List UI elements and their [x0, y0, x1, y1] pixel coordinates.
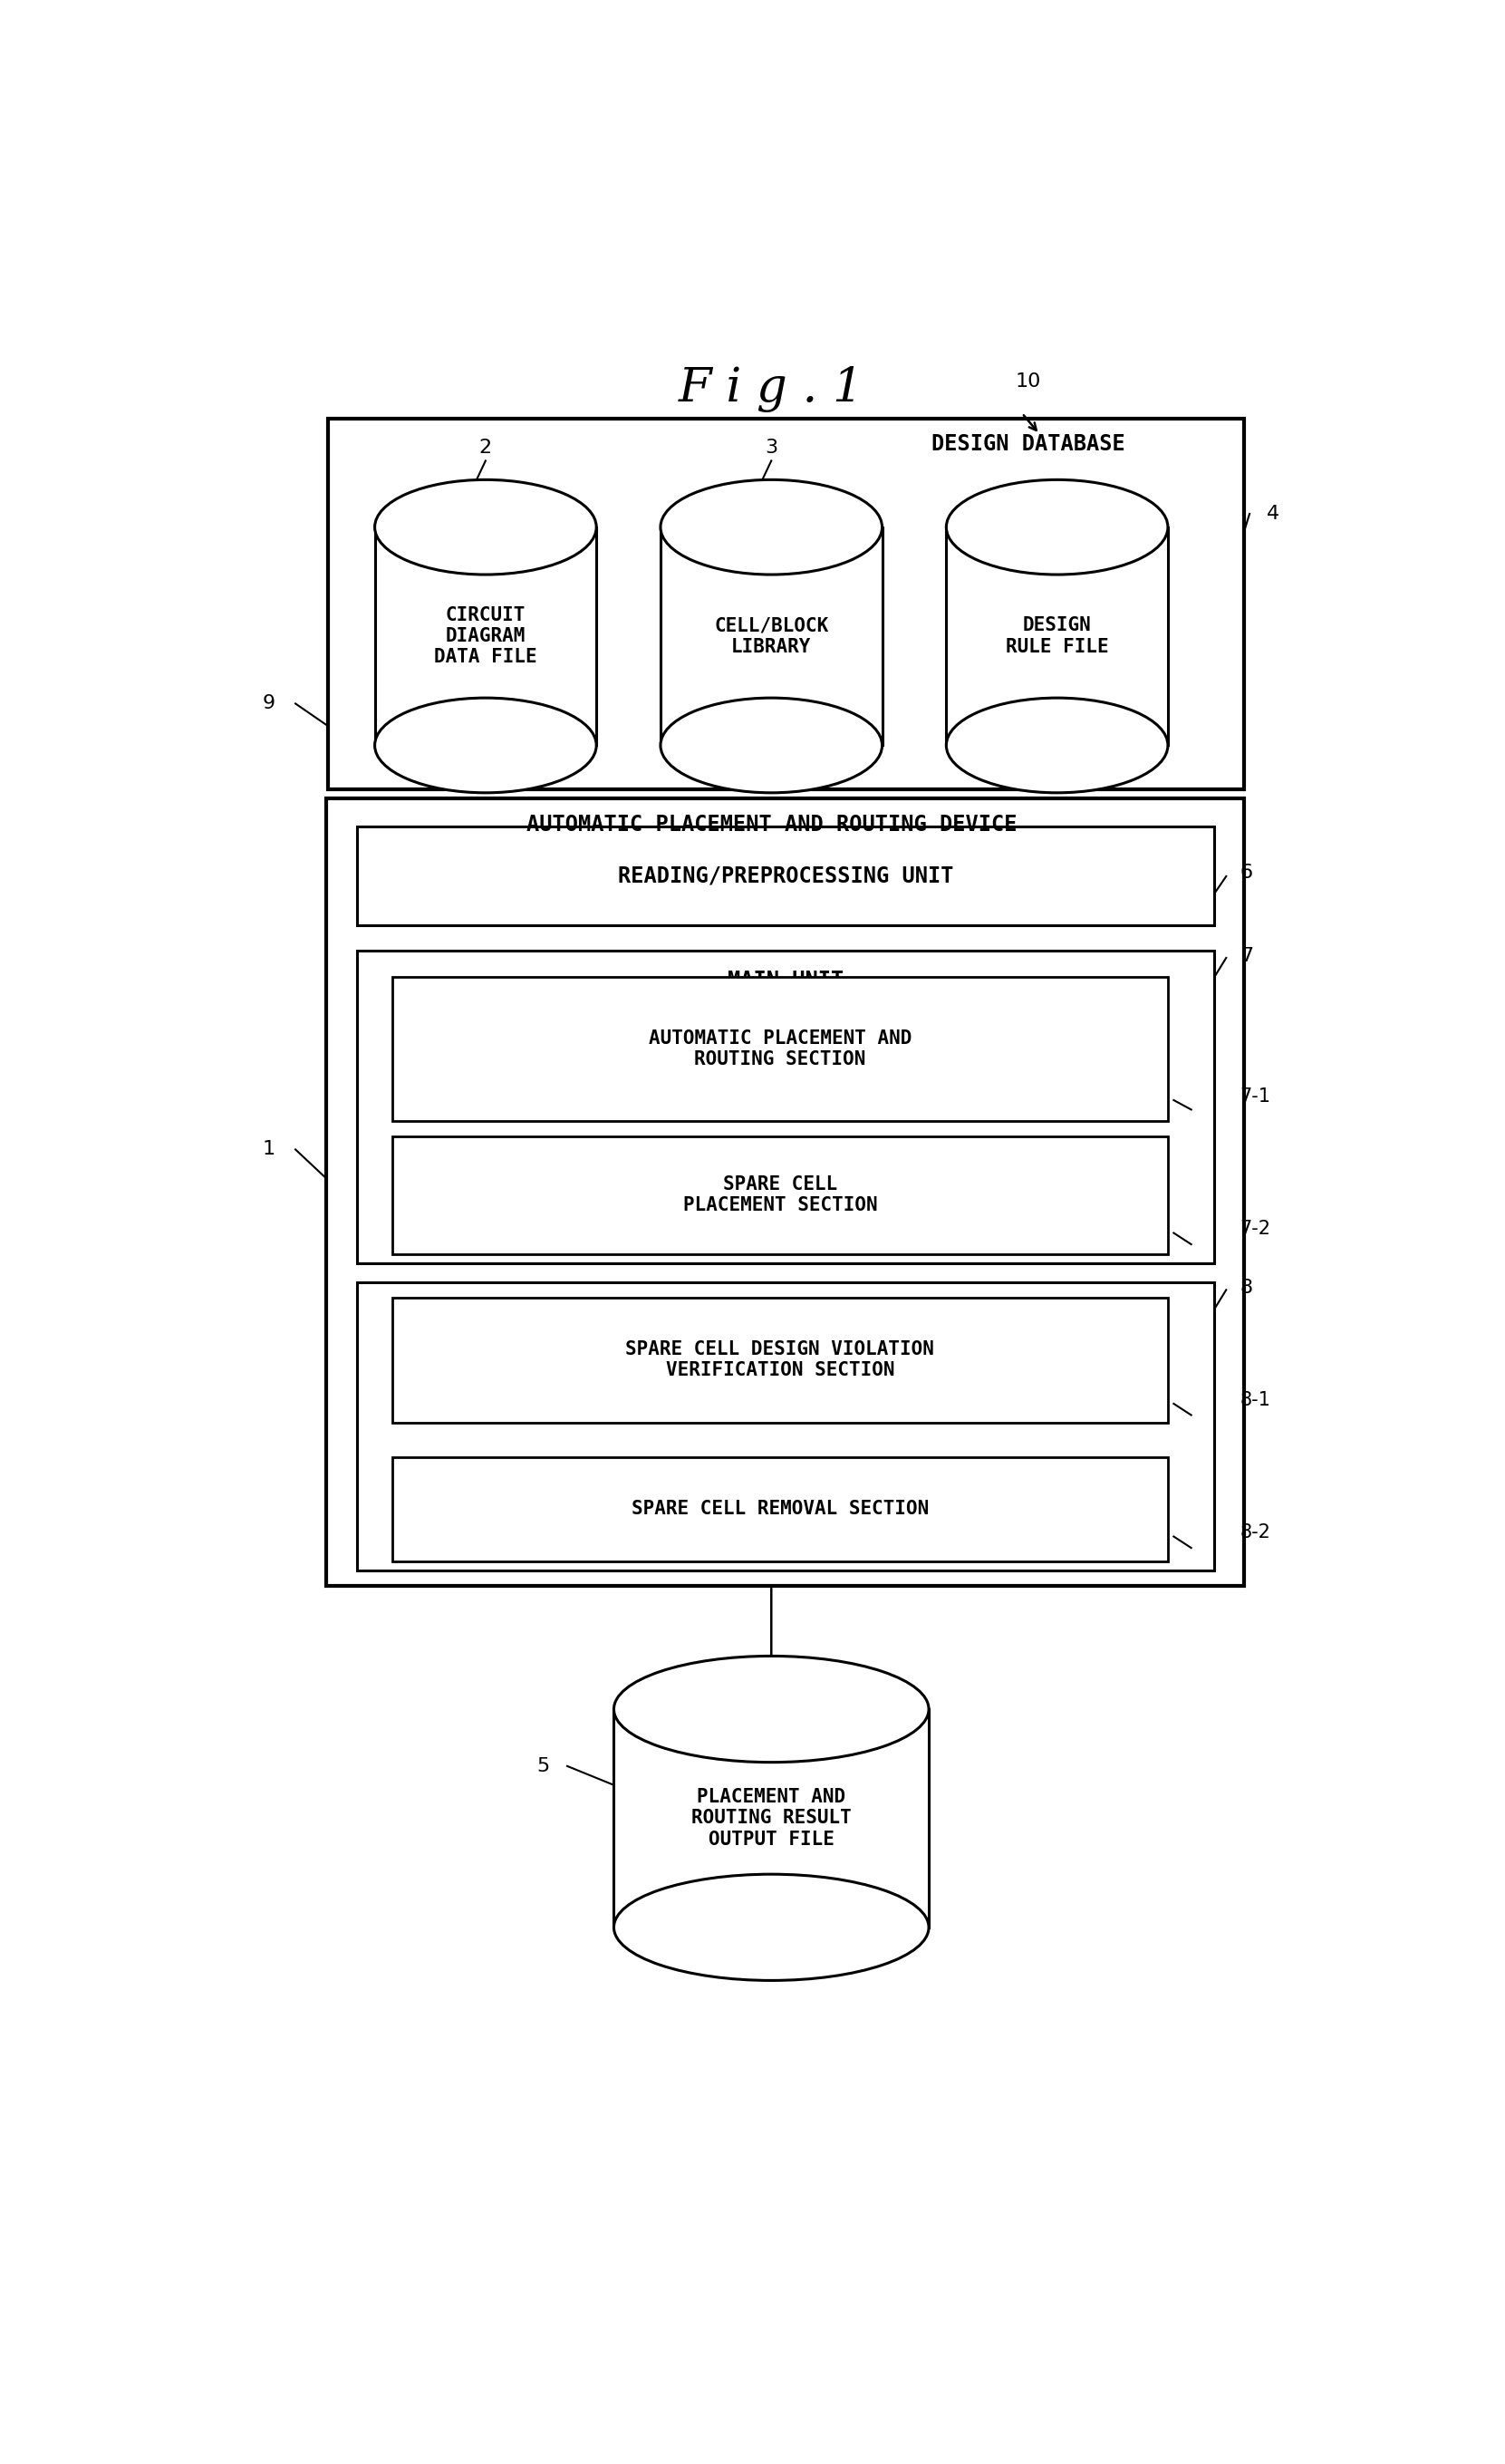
Text: 5: 5 [537, 1757, 549, 1774]
Text: 10: 10 [1014, 372, 1041, 392]
Text: DESIGN DATABASE: DESIGN DATABASE [932, 434, 1124, 453]
Bar [328, 419, 1243, 788]
Ellipse shape [614, 1875, 929, 1981]
Ellipse shape [375, 697, 596, 793]
Bar [393, 1136, 1168, 1254]
Text: 4: 4 [1267, 505, 1279, 522]
Text: SPARE CELL DESIGN VIOLATION
VERIFICATION SECTION: SPARE CELL DESIGN VIOLATION VERIFICATION… [626, 1340, 935, 1380]
Text: 3: 3 [765, 439, 778, 456]
Text: 9: 9 [263, 695, 275, 712]
Text: 8: 8 [1240, 1279, 1254, 1296]
Text: 7-1: 7-1 [1240, 1087, 1272, 1106]
Bar [357, 1281, 1215, 1570]
Text: F i g . 1: F i g . 1 [679, 365, 864, 411]
Text: SPARE CELL REMOVAL SECTION: SPARE CELL REMOVAL SECTION [632, 1501, 929, 1518]
Bar [614, 1710, 929, 1927]
Bar [393, 1456, 1168, 1562]
Text: 7: 7 [1240, 946, 1254, 966]
Text: 7-2: 7-2 [1240, 1220, 1272, 1239]
Text: CELL/BLOCK
LIBRARY: CELL/BLOCK LIBRARY [713, 616, 829, 655]
Text: 8-2: 8-2 [1240, 1523, 1270, 1542]
Ellipse shape [661, 697, 882, 793]
Text: 8-1: 8-1 [1240, 1390, 1270, 1409]
Ellipse shape [947, 697, 1168, 793]
Ellipse shape [661, 480, 882, 574]
Text: 1: 1 [263, 1141, 275, 1158]
Text: AUTOMATIC PLACEMENT AND
ROUTING SECTION: AUTOMATIC PLACEMENT AND ROUTING SECTION [649, 1030, 912, 1069]
Text: SPARE CELL
PLACEMENT SECTION: SPARE CELL PLACEMENT SECTION [683, 1175, 877, 1215]
Text: AUTOMATIC PLACEMENT AND ROUTING DEVICE: AUTOMATIC PLACEMENT AND ROUTING DEVICE [525, 813, 1017, 835]
Text: SPARE CELL VERIFICATION UNIT: SPARE CELL VERIFICATION UNIT [605, 1306, 966, 1326]
Bar [661, 527, 882, 744]
Bar [393, 976, 1168, 1121]
Text: 6: 6 [1240, 862, 1254, 882]
Bar [375, 527, 596, 744]
Text: PLACEMENT AND
ROUTING RESULT
OUTPUT FILE: PLACEMENT AND ROUTING RESULT OUTPUT FILE [691, 1789, 852, 1848]
Ellipse shape [375, 480, 596, 574]
Text: READING/PREPROCESSING UNIT: READING/PREPROCESSING UNIT [619, 865, 954, 887]
Ellipse shape [614, 1656, 929, 1762]
Bar [357, 951, 1215, 1264]
Bar [325, 798, 1243, 1587]
Text: MAIN UNIT: MAIN UNIT [728, 968, 844, 991]
Ellipse shape [947, 480, 1168, 574]
Text: CIRCUIT
DIAGRAM
DATA FILE: CIRCUIT DIAGRAM DATA FILE [433, 606, 537, 665]
Text: 2: 2 [479, 439, 492, 456]
Text: DESIGN
RULE FILE: DESIGN RULE FILE [1005, 616, 1109, 655]
Bar [947, 527, 1168, 744]
Bar [357, 828, 1215, 926]
Bar [393, 1299, 1168, 1422]
